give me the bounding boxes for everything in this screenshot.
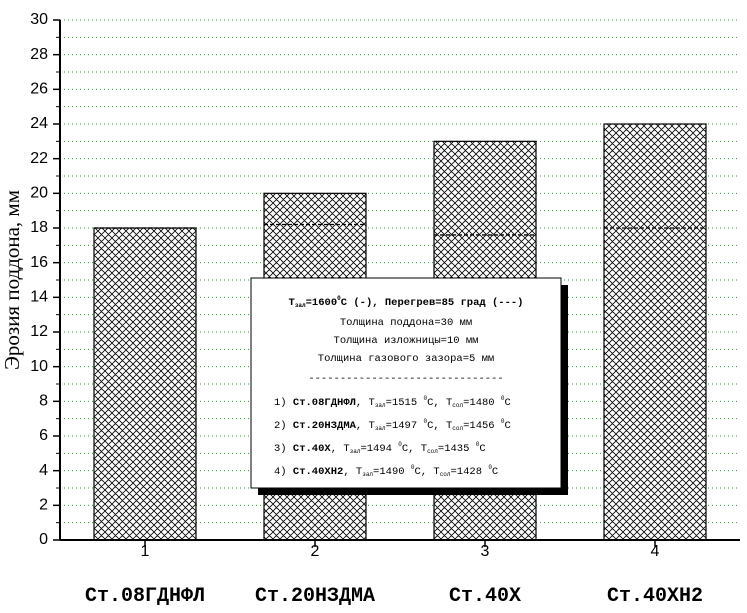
x-category-name: Ст.40Х — [449, 585, 521, 608]
y-tick-label: 2 — [39, 497, 48, 514]
box — [250, 277, 562, 489]
text-segment: =1480 — [463, 397, 501, 409]
text-segment: 0 — [411, 464, 415, 471]
annotation-box: Tзал=16000C (-), Перегрев=85 град (---)Т… — [250, 277, 568, 495]
text-segment: зал — [375, 425, 386, 432]
text-segment: T — [289, 297, 295, 309]
y-tick-label: 4 — [39, 462, 48, 479]
x-category-name: Ст.08ГДНФЛ — [85, 585, 205, 608]
text-segment: 0 — [423, 418, 427, 425]
x-category-name: Ст.40ХН2 — [607, 585, 703, 608]
text-segment: сол — [452, 425, 463, 432]
y-tick-label: 20 — [30, 185, 48, 202]
text-segment: , T — [331, 443, 350, 455]
annotation-line: Толщина изложницы=10 мм — [334, 335, 479, 347]
y-tick-label: 8 — [39, 393, 48, 410]
text-segment: зал — [295, 302, 306, 309]
text-segment: C, T — [402, 443, 427, 455]
y-tick-label: 28 — [30, 46, 48, 63]
text-segment: зал — [362, 471, 373, 478]
text-segment: Ст.40Х — [293, 443, 332, 455]
y-tick-label: 30 — [30, 11, 48, 28]
text-segment: 3) — [274, 443, 293, 455]
text-segment: , T — [356, 420, 375, 432]
text-segment: 0 — [501, 418, 505, 425]
text-segment: , T — [343, 466, 362, 478]
text-segment: 0 — [488, 464, 492, 471]
text-segment: Ст.20НЗДМА — [293, 420, 357, 432]
x-tick-label: 2 — [311, 543, 320, 560]
text-segment: =1515 — [386, 397, 424, 409]
y-tick-label: 12 — [30, 323, 48, 340]
text-segment: сол — [427, 448, 438, 455]
x-category-name: Ст.20НЗДМА — [255, 585, 375, 608]
text-segment: сол — [440, 471, 451, 478]
y-tick-label: 14 — [30, 289, 48, 306]
y-axis-label: Эрозия поддона, мм — [0, 190, 24, 370]
y-tick-label: 6 — [39, 427, 48, 444]
text-segment: 0 — [501, 395, 505, 402]
text-segment: 0 — [398, 441, 402, 448]
text-segment: C — [492, 466, 498, 478]
text-segment: C, T — [427, 420, 452, 432]
text-segment: 0 — [423, 395, 427, 402]
text-segment: =1435 — [438, 443, 476, 455]
text-segment: 0 — [476, 441, 480, 448]
text-segment: =1600 — [306, 297, 338, 309]
text-segment: 2) — [274, 420, 293, 432]
annotation-line: Толщина газового зазора=5 мм — [318, 353, 494, 365]
y-tick-label: 16 — [30, 254, 48, 271]
bar — [603, 123, 707, 541]
x-tick-label: 4 — [651, 543, 660, 560]
text-segment: =1497 — [386, 420, 424, 432]
text-segment: C (-), Перегрев=85 град (---) — [341, 297, 524, 309]
annotation-line: Толщина поддона=30 мм — [340, 317, 472, 329]
text-segment: сол — [452, 402, 463, 409]
text-segment: C — [479, 443, 485, 455]
text-segment: , T — [356, 397, 375, 409]
annotation-line: ------------------------------- — [308, 373, 503, 385]
axes: 0246810121416182022242628301Ст.08ГДНФЛ2С… — [30, 11, 740, 608]
x-tick-label: 3 — [481, 543, 490, 560]
annotation-line: Tзал=16000C (-), Перегрев=85 град (---) — [289, 295, 524, 309]
bar — [93, 227, 197, 541]
text-segment: Ст.40ХН2 — [293, 466, 343, 478]
text-segment: Ст.08ГДНФЛ — [293, 397, 356, 409]
text-segment: 4) — [274, 466, 293, 478]
text-segment: =1490 — [373, 466, 411, 478]
text-segment: C, T — [427, 397, 452, 409]
annotation-line: 2) Ст.20НЗДМА, Tзал=1497 0C, Tсол=1456 0… — [274, 418, 511, 432]
text-segment: зал — [375, 402, 386, 409]
text-segment: C — [505, 397, 511, 409]
text-segment: зал — [350, 448, 361, 455]
text-segment: 0 — [337, 295, 341, 302]
text-segment: =1456 — [463, 420, 501, 432]
text-segment: =1428 — [451, 466, 489, 478]
y-tick-label: 22 — [30, 150, 48, 167]
y-tick-label: 18 — [30, 219, 48, 236]
y-tick-label: 10 — [30, 358, 48, 375]
y-tick-label: 24 — [30, 115, 48, 132]
text-segment: C — [505, 420, 511, 432]
text-segment: =1494 — [360, 443, 398, 455]
x-tick-label: 1 — [141, 543, 150, 560]
annotation-line: 3) Ст.40Х, Tзал=1494 0C, Tсол=1435 0C — [274, 441, 486, 455]
text-segment: C, T — [414, 466, 439, 478]
y-tick-label: 26 — [30, 81, 48, 98]
annotation-line: 4) Ст.40ХН2, Tзал=1490 0C, Tсол=1428 0C — [274, 464, 498, 478]
text-segment: 1) — [274, 397, 293, 409]
annotation-line: 1) Ст.08ГДНФЛ, Tзал=1515 0C, Tсол=1480 0… — [274, 395, 511, 409]
y-tick-label: 0 — [39, 531, 48, 548]
